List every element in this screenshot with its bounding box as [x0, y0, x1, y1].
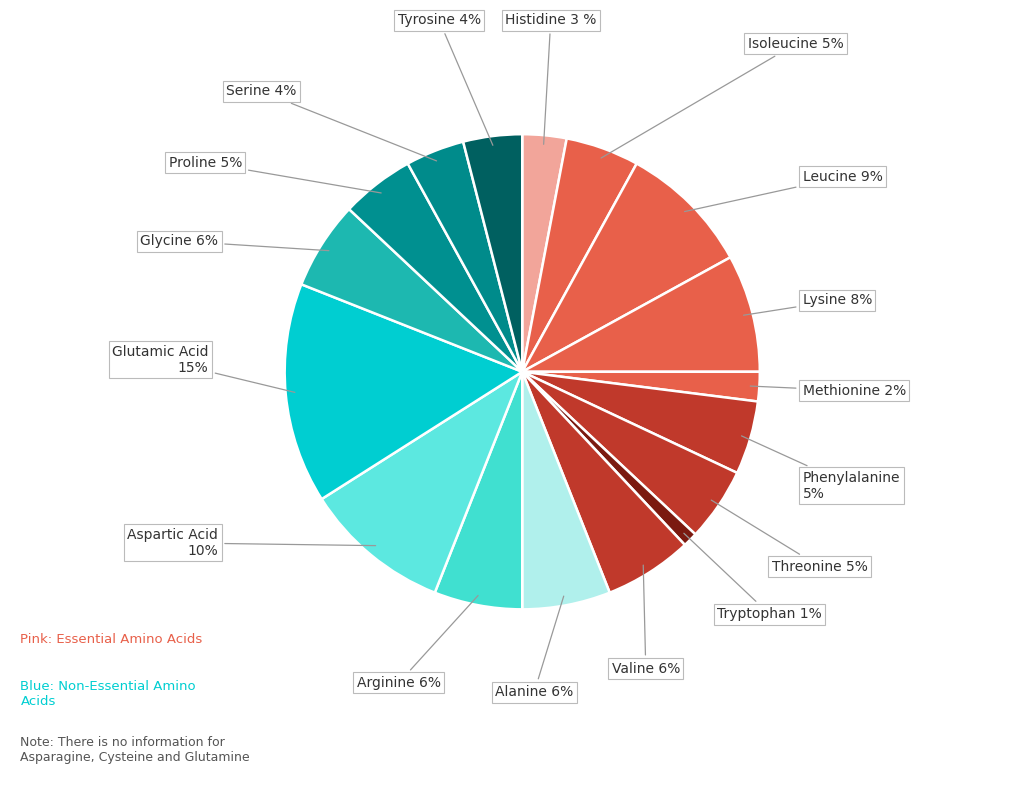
- Text: Serine 4%: Serine 4%: [226, 85, 436, 161]
- Text: Phenylalanine
5%: Phenylalanine 5%: [741, 436, 900, 501]
- Wedge shape: [435, 372, 522, 609]
- Text: Valine 6%: Valine 6%: [611, 565, 680, 676]
- Wedge shape: [349, 164, 522, 372]
- Text: Pink: Essential Amino Acids: Pink: Essential Amino Acids: [20, 633, 203, 645]
- Text: Lysine 8%: Lysine 8%: [743, 293, 872, 315]
- Wedge shape: [522, 164, 730, 372]
- Text: Glycine 6%: Glycine 6%: [140, 234, 329, 251]
- Text: Leucine 9%: Leucine 9%: [684, 170, 883, 211]
- Text: Note: There is no information for
Asparagine, Cysteine and Glutamine: Note: There is no information for Aspara…: [20, 736, 250, 763]
- Wedge shape: [522, 372, 760, 402]
- Text: Proline 5%: Proline 5%: [169, 156, 381, 193]
- Text: Histidine 3 %: Histidine 3 %: [505, 13, 596, 144]
- Wedge shape: [285, 284, 522, 499]
- Text: Threonine 5%: Threonine 5%: [712, 500, 867, 573]
- Wedge shape: [301, 209, 522, 372]
- Text: Aspartic Acid
10%: Aspartic Acid 10%: [127, 528, 376, 558]
- Text: Tyrosine 4%: Tyrosine 4%: [397, 13, 493, 146]
- Wedge shape: [522, 257, 760, 372]
- Wedge shape: [522, 372, 737, 535]
- Text: Arginine 6%: Arginine 6%: [356, 596, 478, 690]
- Text: Isoleucine 5%: Isoleucine 5%: [601, 37, 844, 158]
- Wedge shape: [463, 134, 522, 372]
- Text: Alanine 6%: Alanine 6%: [495, 596, 573, 699]
- Text: Blue: Non-Essential Amino
Acids: Blue: Non-Essential Amino Acids: [20, 680, 197, 708]
- Text: Methionine 2%: Methionine 2%: [751, 384, 906, 398]
- Text: Glutamic Acid
15%: Glutamic Acid 15%: [113, 345, 295, 392]
- Wedge shape: [522, 372, 695, 545]
- Wedge shape: [522, 138, 637, 372]
- Wedge shape: [408, 142, 522, 372]
- Wedge shape: [522, 134, 566, 372]
- Text: Tryptophan 1%: Tryptophan 1%: [684, 533, 822, 621]
- Wedge shape: [322, 372, 522, 592]
- Wedge shape: [522, 372, 609, 609]
- Wedge shape: [522, 372, 685, 592]
- Wedge shape: [522, 372, 758, 473]
